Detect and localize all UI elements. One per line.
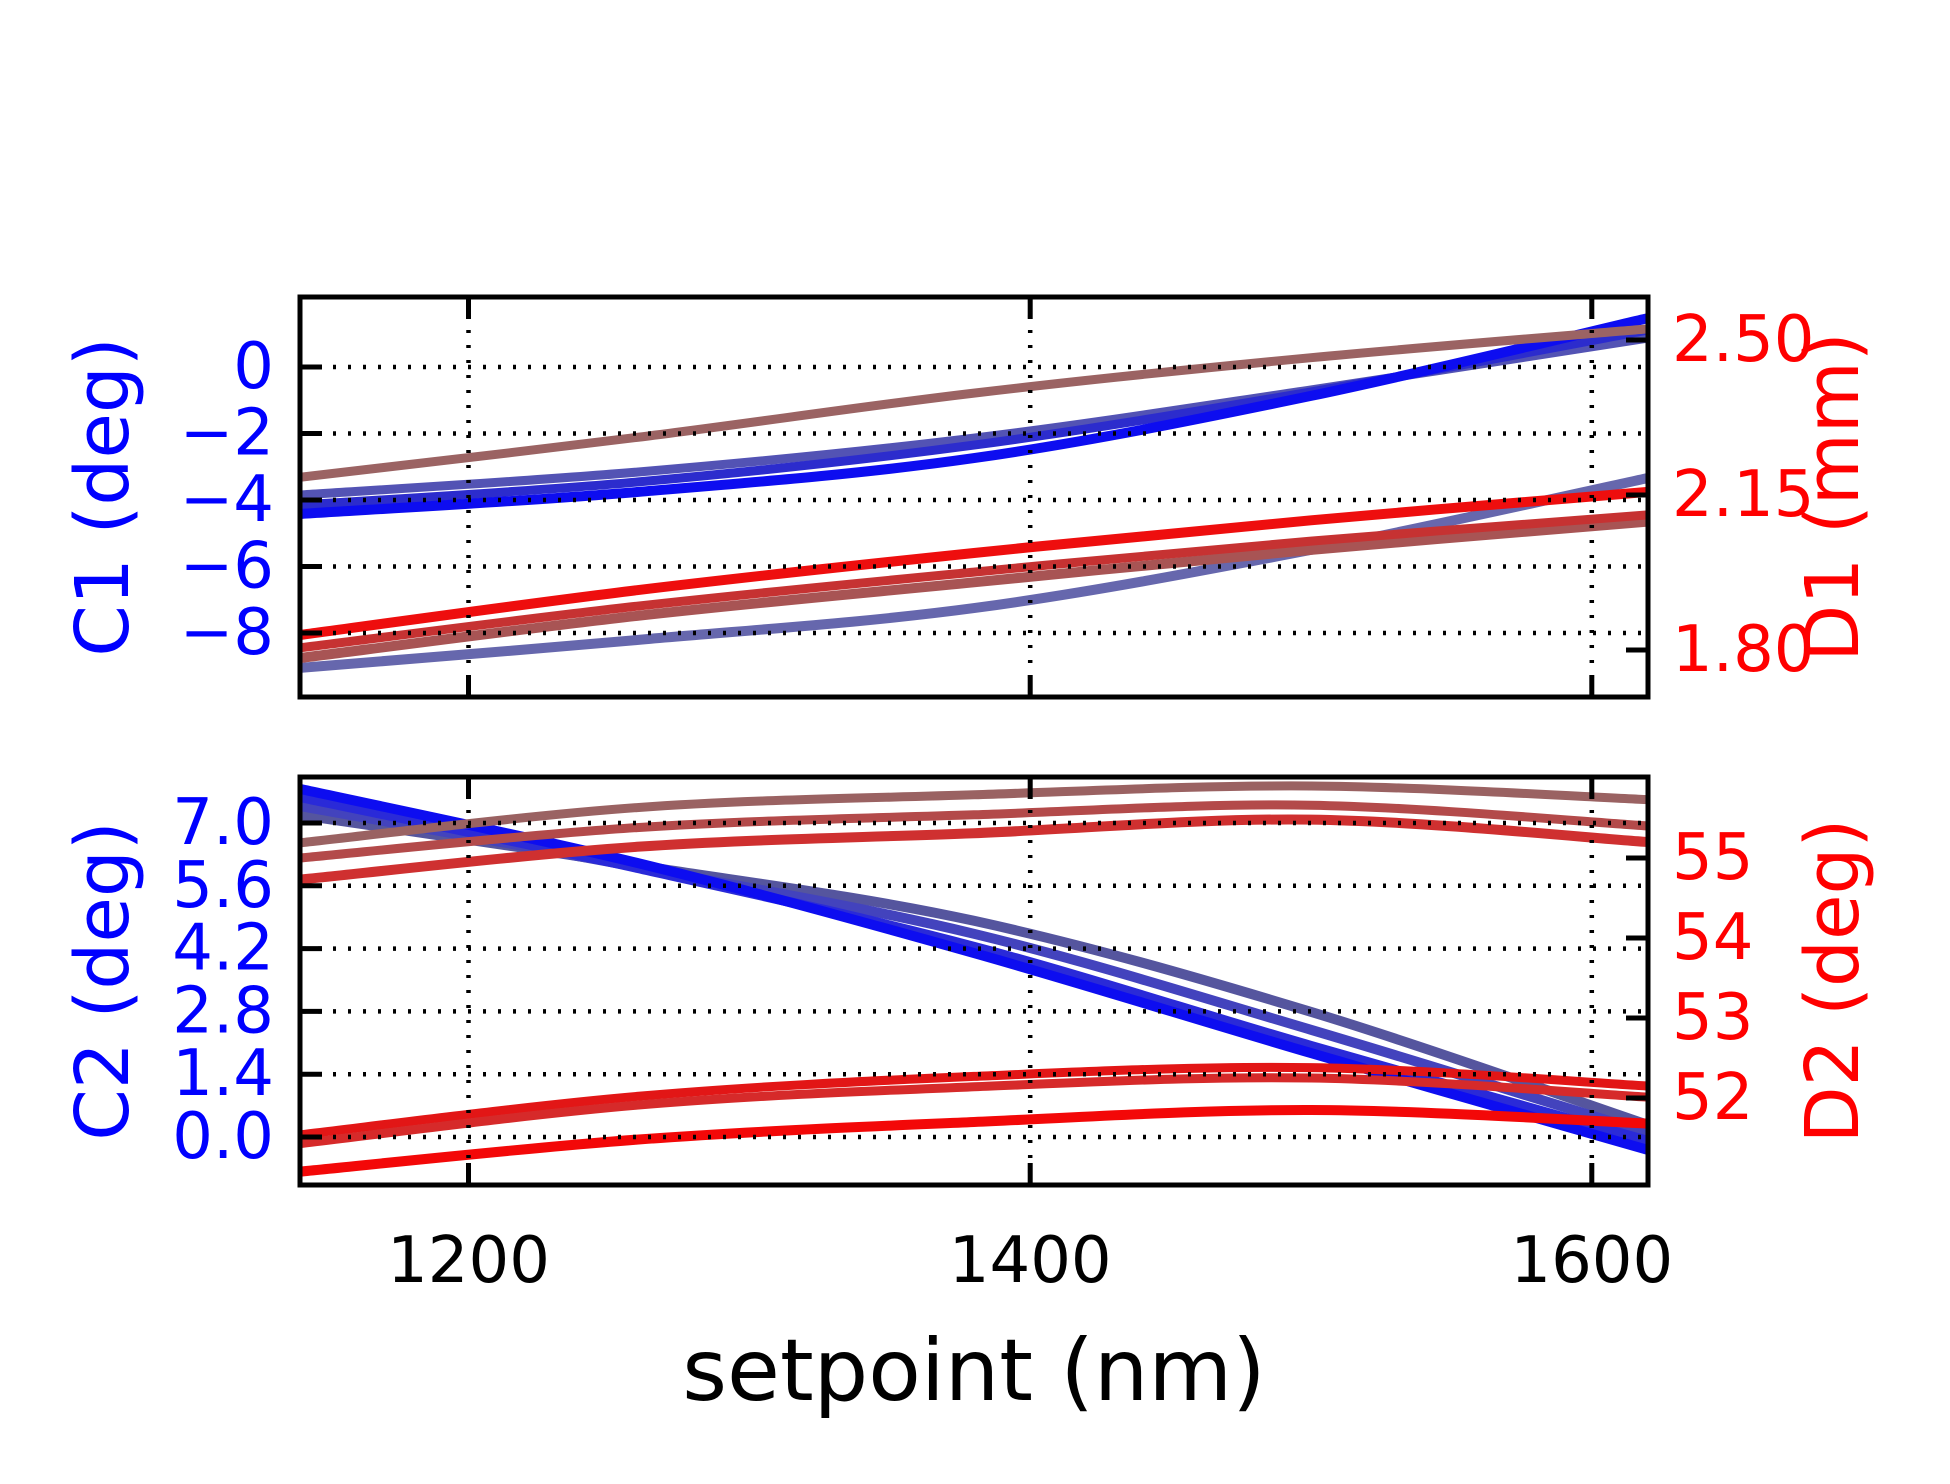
c2-tick-0: 7.0 bbox=[172, 786, 274, 860]
c2-tick-3: 2.8 bbox=[172, 974, 274, 1048]
x-axis-title: setpoint (nm) bbox=[682, 1321, 1265, 1421]
d1-axis-title: D1 (mm) bbox=[1790, 332, 1876, 662]
bottom-panel-frame bbox=[297, 774, 1651, 1188]
c1-tick-0: 0 bbox=[233, 330, 274, 404]
d2-axis-title: D2 (deg) bbox=[1790, 819, 1876, 1144]
x-tick-2: 1600 bbox=[1510, 1224, 1673, 1298]
series-D2-brown bbox=[300, 781, 1648, 848]
c2-axis-title: C2 (deg) bbox=[60, 821, 146, 1141]
c1-axis-title: C1 (deg) bbox=[60, 337, 146, 657]
c1-tick-4: −8 bbox=[180, 596, 274, 670]
series-C1-bright-blue bbox=[300, 313, 1648, 519]
d2-tick-labels: 55 54 53 52 bbox=[1672, 821, 1753, 1135]
x-tick-0: 1200 bbox=[387, 1224, 550, 1298]
c2-tick-2: 4.2 bbox=[172, 912, 274, 986]
c2-tick-5: 0.0 bbox=[172, 1100, 274, 1174]
series-D1-dark-red-b bbox=[300, 516, 1648, 663]
series-D1-bright-red bbox=[300, 486, 1648, 640]
bottom-panel-x-ticks bbox=[466, 777, 1595, 1185]
d2-tick-1: 54 bbox=[1672, 901, 1753, 975]
axes-spines bbox=[297, 294, 1651, 1188]
c1-tick-labels: 0 −2 −4 −6 −8 bbox=[180, 330, 274, 670]
series-D2-mid-brown bbox=[300, 800, 1648, 863]
d1-tick-1: 2.15 bbox=[1672, 458, 1815, 532]
x-tick-labels: 1200 1400 1600 bbox=[387, 1224, 1673, 1298]
d1-tick-0: 2.50 bbox=[1672, 303, 1815, 377]
d2-tick-0: 55 bbox=[1672, 821, 1753, 895]
c1-tick-2: −4 bbox=[180, 463, 274, 537]
d2-tick-2: 53 bbox=[1672, 981, 1753, 1055]
gridlines bbox=[303, 300, 1645, 1182]
top-panel-left-ticks bbox=[300, 364, 322, 636]
series-D2-red-pair-b bbox=[300, 1073, 1648, 1149]
top-panel-right-ticks bbox=[1626, 337, 1648, 653]
c2-tick-4: 1.4 bbox=[172, 1037, 274, 1111]
c1-tick-3: −6 bbox=[180, 530, 274, 604]
top-panel-curves bbox=[300, 313, 1648, 673]
series-C1-slate-low bbox=[300, 473, 1648, 673]
series-D1-brown bbox=[300, 324, 1648, 482]
x-tick-1: 1400 bbox=[949, 1224, 1112, 1298]
bottom-panel-right-ticks bbox=[1626, 855, 1648, 1101]
series-D1-dark-red-a bbox=[300, 510, 1648, 653]
d1-tick-2: 1.80 bbox=[1672, 613, 1815, 687]
top-panel-x-ticks bbox=[466, 297, 1595, 697]
series-D2-bright-red bbox=[300, 1104, 1648, 1177]
c2-tick-labels: 7.0 5.6 4.2 2.8 1.4 0.0 bbox=[172, 786, 274, 1174]
d2-tick-3: 52 bbox=[1672, 1061, 1753, 1135]
c1-tick-1: −2 bbox=[180, 397, 274, 471]
bottom-panel-left-ticks bbox=[300, 820, 322, 1140]
bottom-panel-curves bbox=[300, 781, 1648, 1177]
d1-tick-labels: 2.50 2.15 1.80 bbox=[1672, 303, 1815, 687]
c2-tick-1: 5.6 bbox=[172, 849, 274, 923]
